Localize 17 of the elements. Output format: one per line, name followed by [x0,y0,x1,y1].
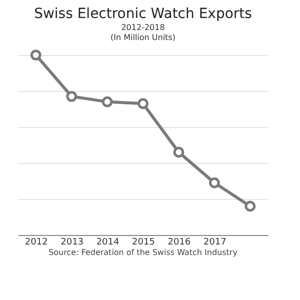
text: (In Million Units) [110,32,176,42]
source-note: Source: Federation of the Swiss Watch Industry [48,248,238,257]
x-tick-label: 2017 [203,238,226,248]
x-tick-label: 2015 [132,238,155,248]
x-tick-label: 2012 [24,238,48,248]
point [138,98,148,110]
text: 2012-2018 [121,22,165,32]
x-tick-label: 2014 [96,238,120,248]
point [244,200,256,212]
point [173,146,184,158]
point [30,50,42,60]
point [208,177,220,188]
chart-title: Swiss Electronic Watch Exports [34,6,252,22]
point [66,90,78,102]
x-tick-label: 2016 [168,238,191,248]
point [102,96,113,108]
x-tick-label: 2013 [60,238,84,248]
